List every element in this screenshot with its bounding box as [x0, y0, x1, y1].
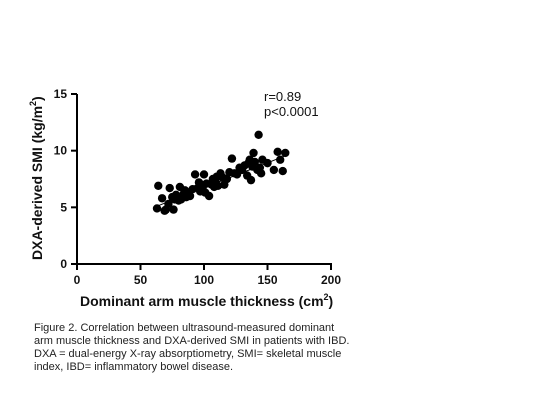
- data-point: [190, 170, 200, 179]
- data-point: [165, 183, 174, 193]
- data-point: [256, 169, 266, 178]
- data-point: [157, 194, 167, 203]
- data-point: [204, 191, 214, 201]
- figure-caption: Figure 2. Correlation between ultrasound…: [34, 322, 404, 374]
- data-point: [276, 155, 285, 164]
- scatter-chart: 0 5 10 15 0 50 100 150 200 r=0.89 p<0.0001 Domi…: [28, 87, 341, 309]
- data-point: [273, 147, 282, 156]
- x-axis-title-end: ): [329, 293, 334, 309]
- data-point: [154, 181, 163, 190]
- data-point: [213, 181, 223, 190]
- y-axis-ticks: 0 5 10 15: [54, 87, 77, 271]
- caption-line-3: DXA = dual-energy X-ray absorptiometry, …: [34, 348, 342, 360]
- y-tick-label: 5: [60, 200, 67, 214]
- data-point: [249, 148, 258, 158]
- data-point: [185, 191, 195, 201]
- data-point: [278, 166, 287, 176]
- y-tick-label: 0: [60, 257, 67, 271]
- data-point: [263, 158, 272, 168]
- data-point: [222, 174, 232, 184]
- y-axis-title: DXA-derived SMI (kg/m2): [28, 96, 45, 260]
- caption-line-4: index, IBD= inflammatory bowel disease.: [34, 361, 234, 373]
- y-axis-title-main: DXA-derived SMI (kg/m: [29, 106, 45, 260]
- x-tick-label: 100: [194, 273, 214, 287]
- y-tick-label: 15: [54, 87, 68, 101]
- x-axis-ticks: 0 50 100 150 200: [74, 264, 341, 287]
- x-axis-title-main: Dominant arm muscle thickness (cm: [80, 293, 324, 309]
- data-point: [246, 175, 256, 185]
- data-point: [269, 165, 279, 175]
- annotation-r: r=0.89: [264, 89, 301, 104]
- data-point: [227, 154, 237, 163]
- x-axis-title: Dominant arm muscle thickness (cm2): [80, 292, 333, 309]
- y-axis-title-superscript: 2: [28, 101, 38, 106]
- data-point: [254, 130, 263, 139]
- x-axis-title-superscript: 2: [324, 292, 329, 302]
- data-point: [169, 205, 178, 214]
- axes: [76, 94, 332, 265]
- data-point: [152, 204, 162, 213]
- caption-line-1: Figure 2. Correlation between ultrasound…: [34, 322, 335, 334]
- x-tick-label: 50: [134, 273, 148, 287]
- caption-line-2: arm muscle thickness and DXA-derived SMI…: [34, 335, 350, 347]
- data-points: [152, 130, 290, 215]
- x-tick-label: 200: [321, 273, 341, 287]
- data-point: [281, 148, 290, 158]
- data-point: [250, 157, 259, 167]
- x-tick-label: 0: [74, 273, 81, 287]
- y-tick-label: 10: [54, 144, 68, 158]
- annotation-p: p<0.0001: [264, 104, 319, 119]
- x-tick-label: 150: [257, 273, 277, 287]
- y-axis-title-end: ): [29, 96, 45, 101]
- data-point: [199, 170, 209, 179]
- data-point: [164, 199, 173, 209]
